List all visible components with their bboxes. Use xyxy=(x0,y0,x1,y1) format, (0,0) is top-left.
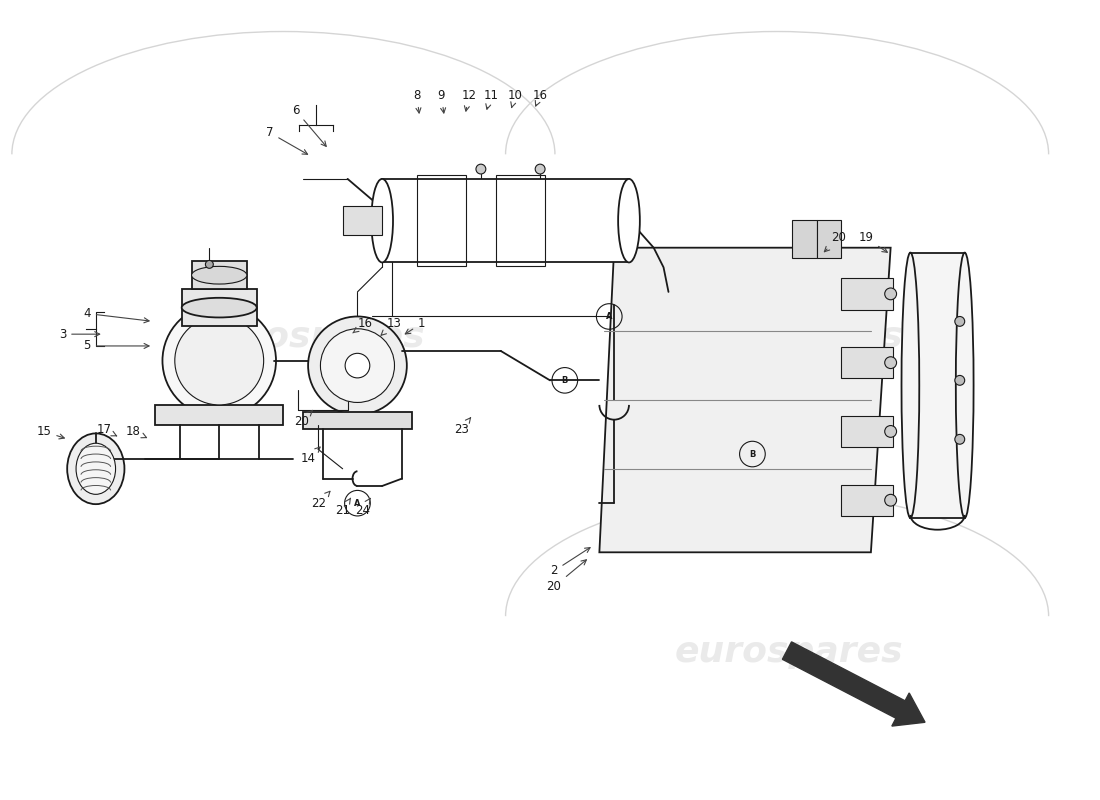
Ellipse shape xyxy=(372,179,393,262)
Text: eurospares: eurospares xyxy=(674,320,903,354)
Text: 20: 20 xyxy=(824,231,846,252)
Ellipse shape xyxy=(902,253,920,518)
Ellipse shape xyxy=(884,426,896,438)
Ellipse shape xyxy=(345,354,370,378)
Bar xyxy=(382,179,629,262)
Text: A: A xyxy=(354,498,361,508)
Text: 9: 9 xyxy=(438,89,446,113)
Bar xyxy=(155,405,284,425)
Text: 2: 2 xyxy=(550,548,590,578)
Bar xyxy=(842,347,892,378)
Polygon shape xyxy=(600,248,891,552)
Bar xyxy=(816,220,842,258)
Text: 20: 20 xyxy=(294,410,312,428)
Bar xyxy=(343,206,382,235)
Text: eurospares: eurospares xyxy=(197,320,426,354)
Text: 7: 7 xyxy=(266,126,308,154)
Bar xyxy=(842,278,892,310)
Text: B: B xyxy=(749,450,756,458)
Text: 20: 20 xyxy=(547,560,586,594)
Ellipse shape xyxy=(191,266,246,284)
Ellipse shape xyxy=(476,164,486,174)
Bar xyxy=(304,412,411,430)
Bar xyxy=(792,220,816,258)
Ellipse shape xyxy=(308,317,407,414)
Text: 5: 5 xyxy=(84,339,150,353)
Text: 13: 13 xyxy=(381,317,402,335)
Ellipse shape xyxy=(320,329,395,402)
Text: 8: 8 xyxy=(412,89,421,113)
Text: 12: 12 xyxy=(462,89,476,111)
Ellipse shape xyxy=(884,288,896,300)
Text: 15: 15 xyxy=(36,425,64,439)
Ellipse shape xyxy=(175,317,264,405)
Text: 11: 11 xyxy=(483,89,498,109)
FancyArrow shape xyxy=(782,642,925,726)
Ellipse shape xyxy=(955,434,965,444)
Text: 4: 4 xyxy=(84,307,150,323)
Text: B: B xyxy=(562,376,568,385)
Text: 16: 16 xyxy=(353,317,373,333)
Text: 16: 16 xyxy=(532,89,548,106)
Bar xyxy=(191,262,246,289)
Ellipse shape xyxy=(67,434,124,504)
Ellipse shape xyxy=(536,164,546,174)
Bar xyxy=(842,416,892,447)
Text: 18: 18 xyxy=(125,425,146,438)
Bar xyxy=(417,175,466,266)
Ellipse shape xyxy=(76,443,116,494)
Ellipse shape xyxy=(163,304,276,417)
Text: 14: 14 xyxy=(300,447,320,466)
Ellipse shape xyxy=(206,261,213,268)
Text: 10: 10 xyxy=(508,89,522,107)
Bar xyxy=(496,175,546,266)
Text: 21: 21 xyxy=(336,498,351,517)
Ellipse shape xyxy=(955,375,965,386)
Text: 23: 23 xyxy=(453,418,471,436)
Text: 3: 3 xyxy=(58,328,100,341)
Text: 1: 1 xyxy=(405,317,426,334)
Bar xyxy=(911,253,965,518)
Ellipse shape xyxy=(884,494,896,506)
Text: 19: 19 xyxy=(858,231,888,252)
Text: 6: 6 xyxy=(292,104,327,146)
Text: A: A xyxy=(606,312,613,321)
Text: 22: 22 xyxy=(311,491,330,510)
Bar xyxy=(842,485,892,516)
Ellipse shape xyxy=(956,253,974,518)
Ellipse shape xyxy=(955,317,965,326)
Ellipse shape xyxy=(182,298,256,318)
Text: 17: 17 xyxy=(96,423,117,436)
Text: 24: 24 xyxy=(355,498,371,517)
Ellipse shape xyxy=(884,357,896,369)
Bar xyxy=(182,289,256,326)
Ellipse shape xyxy=(618,179,640,262)
Text: eurospares: eurospares xyxy=(674,634,903,669)
